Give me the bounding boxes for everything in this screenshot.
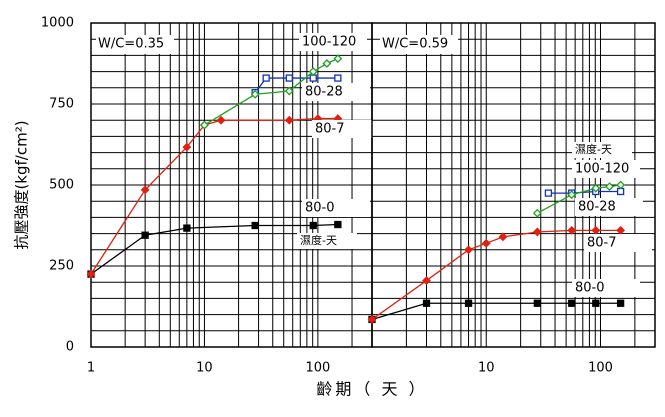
series-label-box: [575, 198, 643, 216]
marker: [334, 220, 342, 229]
plot-frame: [371, 22, 656, 348]
y-axis-label: 抗壓強度(kgf/cm²): [13, 120, 31, 249]
series-label-box: [312, 120, 380, 138]
marker: [568, 299, 576, 307]
legend-title-box: [572, 142, 632, 158]
panel: 10 100 W/C=0.59 80-0 80-7 80-28 100-120 濕度-天: [367, 22, 656, 376]
marker: [140, 185, 150, 195]
y-tick-label: 750: [49, 97, 74, 112]
series-label-box: [302, 83, 370, 101]
marker: [322, 59, 332, 68]
panel-title: W/C=0.35: [98, 37, 164, 52]
series-label-box: [572, 160, 640, 178]
marker: [309, 221, 317, 230]
series-label: 80-0: [305, 201, 335, 216]
marker: [464, 299, 473, 307]
marker: [262, 74, 270, 82]
marker: [183, 224, 191, 232]
marker: [567, 190, 577, 200]
series-line: [90, 223, 338, 275]
marker: [367, 315, 377, 324]
marker: [498, 232, 508, 242]
x-tick-label: 10: [478, 361, 495, 376]
marker: [591, 183, 601, 193]
y-tick-label: 0: [66, 340, 74, 355]
marker: [567, 225, 577, 235]
marker: [284, 86, 294, 96]
series-line: [90, 117, 338, 275]
marker: [86, 269, 96, 279]
marker: [308, 67, 318, 77]
series-label-box: [299, 33, 367, 51]
title-box: [96, 35, 174, 54]
y-tick-label: 500: [49, 178, 74, 193]
marker: [216, 115, 226, 125]
panel-title: W/C=0.59: [382, 37, 448, 52]
legend-title: 濕度-天: [300, 233, 337, 247]
x-tick-label: 100: [588, 361, 613, 376]
x-tick-label: 100: [305, 361, 330, 376]
marker: [200, 120, 209, 130]
series-label-box: [584, 234, 652, 252]
series-label-box: [302, 199, 370, 217]
marker: [141, 231, 149, 239]
marker: [592, 299, 600, 307]
legend-title-box: [297, 233, 357, 249]
y-tick-label: 1000: [41, 16, 74, 31]
marker: [333, 54, 343, 64]
marker: [616, 225, 626, 235]
series-label: 80-7: [315, 122, 345, 137]
marker: [334, 74, 342, 82]
marker: [284, 115, 294, 125]
series-label: 100-120: [575, 162, 629, 177]
marker: [616, 180, 626, 190]
marker: [544, 189, 553, 197]
y-tick-label: 250: [49, 259, 74, 274]
title-box: [380, 35, 458, 54]
x-tick-label: 10: [196, 361, 213, 376]
marker: [251, 221, 259, 230]
series-label-box: [572, 279, 640, 297]
marker: [285, 74, 293, 82]
marker: [422, 299, 431, 307]
marker: [481, 238, 491, 248]
series-line: [548, 190, 621, 194]
marker: [464, 245, 473, 255]
x-axis-label: 齡期（ 天 ）: [316, 380, 427, 399]
series-label: 80-28: [578, 200, 616, 215]
series-label: 80-7: [587, 236, 617, 251]
series-label: 80-0: [575, 281, 605, 296]
marker: [533, 299, 541, 307]
marker: [422, 276, 431, 285]
marker: [605, 182, 614, 192]
series-label: 100-120: [302, 35, 356, 50]
marker: [182, 142, 192, 152]
marker: [532, 227, 542, 237]
series-label: 80-28: [305, 85, 343, 100]
panel: 1 10 10002505007501000W/C=0.3580-080-780-2…: [41, 16, 380, 376]
marker: [532, 208, 542, 218]
marker: [250, 89, 260, 99]
marker: [616, 299, 625, 307]
legend-title: 濕度-天: [575, 142, 612, 156]
x-tick-label: 1: [87, 361, 95, 376]
marker: [591, 225, 601, 235]
